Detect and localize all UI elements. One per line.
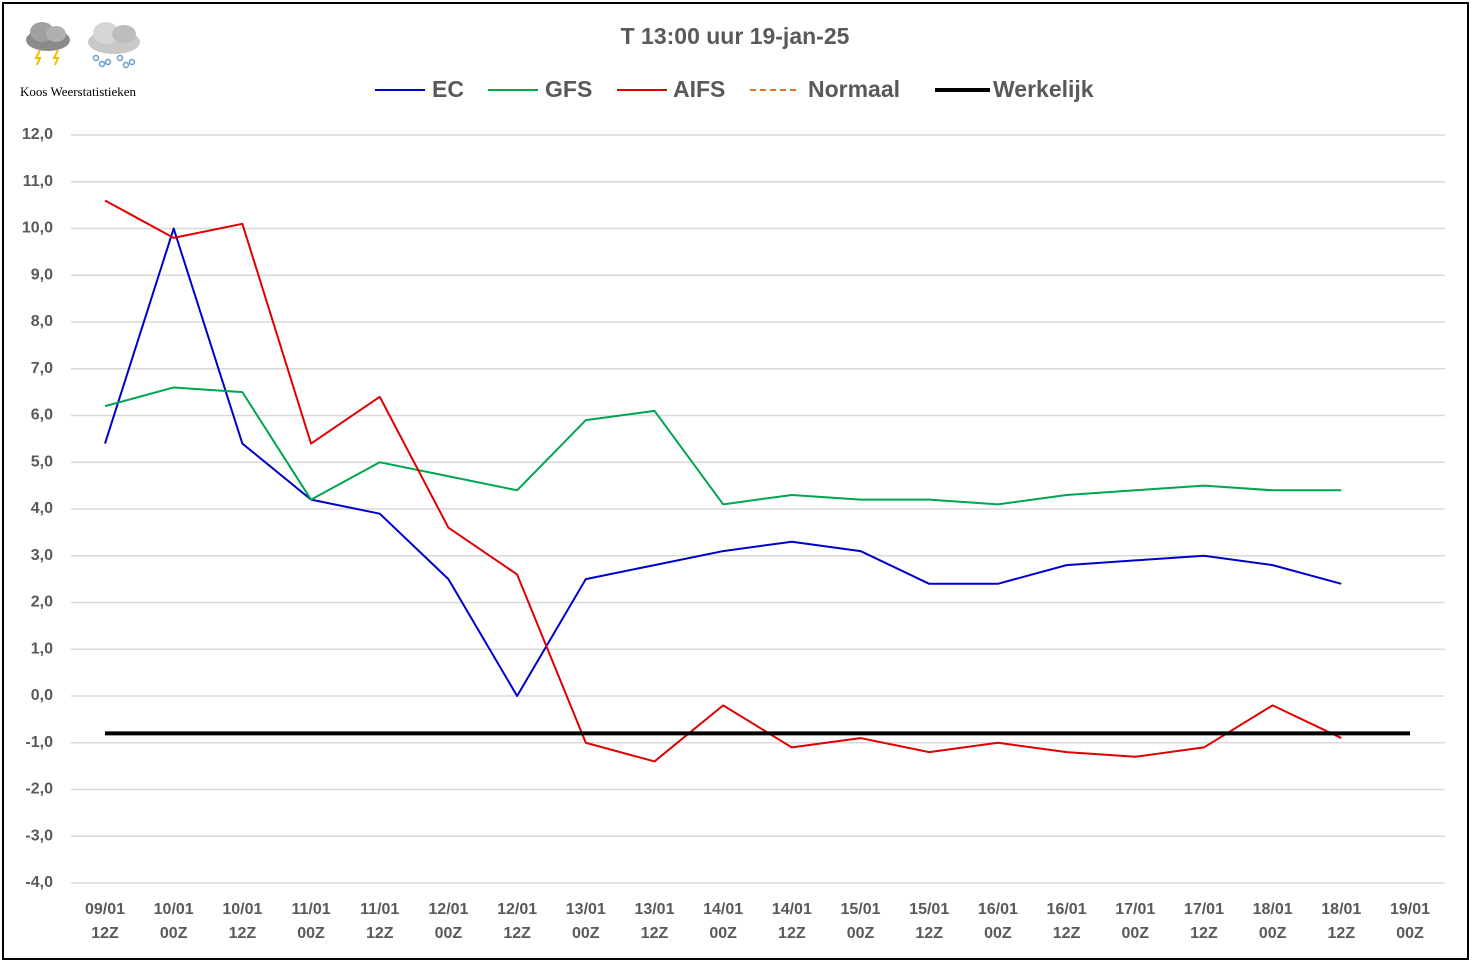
legend-item: GFS xyxy=(488,76,592,102)
x-tick-label: 12Z xyxy=(1190,925,1218,942)
logo-icons xyxy=(26,22,140,69)
y-tick-label: -3,0 xyxy=(25,827,53,844)
x-tick-label: 14/01 xyxy=(772,901,812,918)
x-tick-label: 00Z xyxy=(709,925,737,942)
legend-label: EC xyxy=(432,76,464,102)
y-tick-label: 6,0 xyxy=(31,407,53,424)
x-tick-label: 00Z xyxy=(297,925,325,942)
x-tick-label: 10/01 xyxy=(222,901,262,918)
x-tick-label: 00Z xyxy=(1121,925,1149,942)
x-tick-label: 17/01 xyxy=(1184,901,1224,918)
x-tick-label: 12Z xyxy=(366,925,394,942)
y-tick-label: 0,0 xyxy=(31,687,53,704)
source-label: Koos Weerstatistieken xyxy=(20,84,137,99)
x-tick-label: 19/01 xyxy=(1390,901,1430,918)
y-tick-label: 11,0 xyxy=(23,173,53,190)
y-tick-label: 4,0 xyxy=(31,500,53,517)
x-tick-label: 16/01 xyxy=(1047,901,1087,918)
x-tick-label: 12Z xyxy=(229,925,257,942)
x-tick-label: 14/01 xyxy=(703,901,743,918)
y-tick-label: 2,0 xyxy=(31,594,53,611)
x-tick-label: 13/01 xyxy=(634,901,674,918)
y-tick-label: 1,0 xyxy=(31,640,53,657)
legend-item: Normaal xyxy=(750,76,900,102)
x-tick-label: 00Z xyxy=(847,925,875,942)
x-tick-label: 00Z xyxy=(160,925,188,942)
legend-label: GFS xyxy=(545,76,592,102)
y-tick-label: 7,0 xyxy=(31,360,53,377)
series-line xyxy=(104,199,1342,763)
x-tick-label: 12Z xyxy=(503,925,531,942)
legend-item: AIFS xyxy=(617,76,725,102)
y-tick-label: -1,0 xyxy=(25,734,53,751)
legend-item: EC xyxy=(375,76,464,102)
x-tick-label: 00Z xyxy=(435,925,463,942)
x-tick-label: 12Z xyxy=(778,925,806,942)
y-tick-label: 10,0 xyxy=(22,220,53,237)
y-tick-label: -2,0 xyxy=(25,781,53,798)
legend-label: Normaal xyxy=(808,76,900,102)
y-tick-label: 8,0 xyxy=(31,313,53,330)
x-tick-label: 18/01 xyxy=(1321,901,1361,918)
x-tick-label: 12Z xyxy=(1053,925,1081,942)
x-tick-label: 13/01 xyxy=(566,901,606,918)
x-tick-label: 18/01 xyxy=(1253,901,1293,918)
x-tick-label: 12/01 xyxy=(428,901,468,918)
x-tick-label: 11/01 xyxy=(291,901,330,918)
x-tick-label: 15/01 xyxy=(909,901,949,918)
legend-item: Werkelijk xyxy=(935,76,1094,102)
series-line xyxy=(104,386,1342,506)
legend-label: Werkelijk xyxy=(993,76,1094,102)
x-tick-label: 12Z xyxy=(91,925,119,942)
y-tick-label: 12,0 xyxy=(22,126,53,143)
x-tick-label: 17/01 xyxy=(1115,901,1155,918)
x-tick-label: 11/01 xyxy=(360,901,399,918)
y-tick-label: 9,0 xyxy=(31,266,53,283)
y-tick-label: -4,0 xyxy=(25,874,53,891)
x-tick-label: 00Z xyxy=(1396,925,1424,942)
x-tick-label: 00Z xyxy=(1259,925,1287,942)
y-tick-label: 3,0 xyxy=(31,547,53,564)
x-tick-label: 12Z xyxy=(1328,925,1356,942)
x-tick-label: 09/01 xyxy=(85,901,125,918)
x-tick-label: 12Z xyxy=(641,925,669,942)
y-tick-label: 5,0 xyxy=(31,453,53,470)
legend-label: AIFS xyxy=(673,76,725,102)
x-tick-label: 16/01 xyxy=(978,901,1018,918)
x-tick-label: 12Z xyxy=(915,925,943,942)
x-tick-label: 00Z xyxy=(984,925,1012,942)
x-tick-label: 00Z xyxy=(572,925,600,942)
x-tick-label: 12/01 xyxy=(497,901,537,918)
x-tick-label: 10/01 xyxy=(154,901,194,918)
chart-title: T 13:00 uur 19-jan-25 xyxy=(621,23,850,49)
x-tick-label: 15/01 xyxy=(841,901,881,918)
